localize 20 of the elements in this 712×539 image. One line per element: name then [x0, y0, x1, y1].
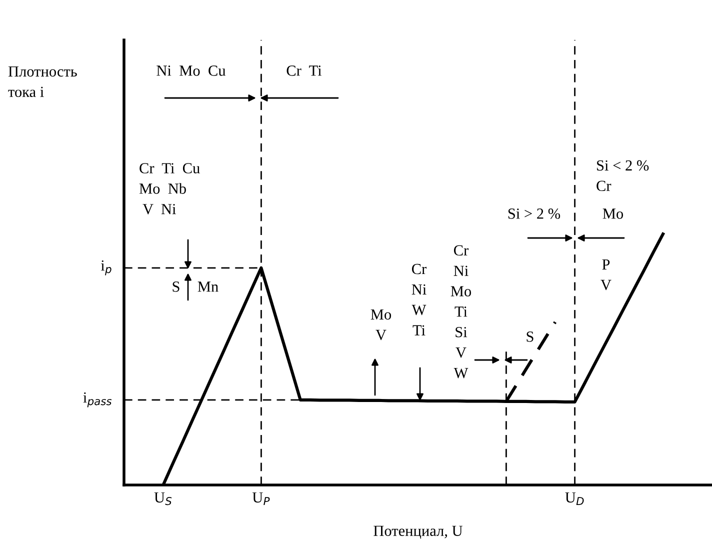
text: Mo — [602, 208, 624, 219]
text: Si > 2 % — [508, 208, 560, 219]
text: Cr Ti — [286, 66, 322, 76]
text: Si < 2 % Cr — [596, 160, 649, 192]
ref-line-label: i$_{p}$ — [100, 260, 112, 276]
x-tick-label: U$_{S}$ — [154, 492, 172, 506]
annotation: P V — [600, 259, 612, 290]
x-tick-label: U$_{D}$ — [565, 492, 584, 505]
ref-line-label: i$_{pass}$ — [83, 392, 112, 408]
x-axis-title: Потенциал, U — [374, 526, 463, 539]
annotation: S — [172, 282, 180, 292]
text: Плотность тока i — [8, 66, 77, 98]
text: Ni Mo Cu — [156, 66, 226, 76]
annotation: Mn — [198, 282, 218, 292]
annotation: Mo V — [370, 309, 392, 340]
x-tick-label: U$_{P}$ — [252, 492, 270, 505]
annotation: Cr Ni Mo Ti Si V W — [450, 245, 472, 378]
text: Cr Ti Cu Mo Nb V Ni — [139, 163, 200, 214]
annotation: Cr Ni W Ti — [412, 264, 427, 336]
annotation: S — [526, 332, 534, 342]
